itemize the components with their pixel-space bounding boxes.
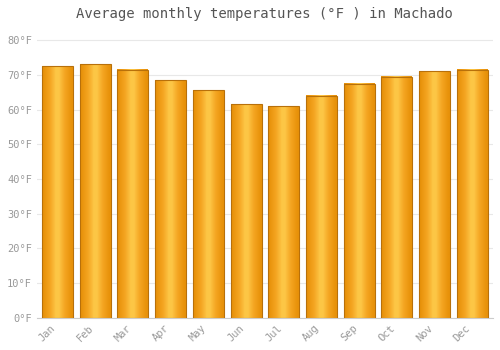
Title: Average monthly temperatures (°F ) in Machado: Average monthly temperatures (°F ) in Ma… (76, 7, 454, 21)
Bar (457, 70, 488, 318)
Bar (306, 96, 337, 318)
Bar (419, 71, 450, 318)
Bar (118, 70, 148, 318)
Bar (230, 104, 262, 318)
Bar (42, 66, 73, 318)
Bar (155, 80, 186, 318)
Bar (193, 91, 224, 318)
Bar (80, 64, 110, 318)
Bar (382, 77, 412, 318)
Bar (344, 84, 374, 318)
Bar (268, 106, 299, 318)
